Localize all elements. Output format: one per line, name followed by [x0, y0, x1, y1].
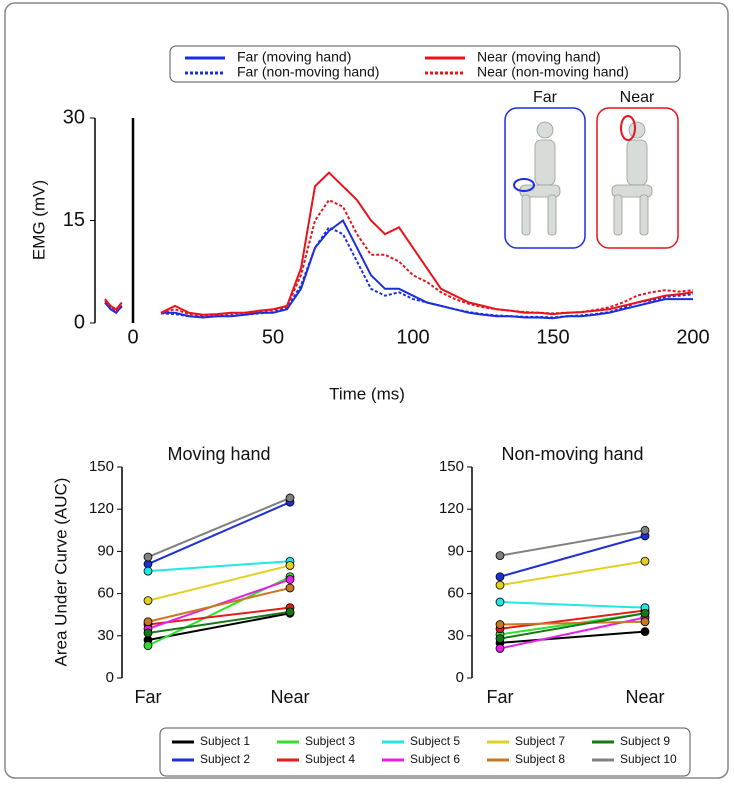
subject-line — [499, 620, 646, 626]
subject-point — [143, 596, 153, 606]
subject-point — [640, 617, 650, 627]
y-tick-label: 15 — [63, 209, 85, 231]
line-series — [104, 198, 694, 317]
subject-point — [143, 566, 153, 576]
line-series — [104, 226, 694, 319]
y-tick-label: 60 — [97, 585, 114, 602]
subject-point — [495, 580, 505, 590]
subject-point — [143, 628, 153, 638]
subject-point — [285, 493, 295, 503]
x-tick-label: Near — [625, 687, 664, 707]
y-tick-label: 90 — [97, 542, 114, 559]
far-marker — [513, 178, 535, 192]
y-tick-label: 120 — [89, 500, 114, 517]
subject-line — [147, 501, 291, 565]
legend-label: Near (non-moving hand) — [477, 64, 629, 80]
subject-point — [495, 634, 505, 644]
subject-point — [495, 644, 505, 653]
legend-label: Subject 3 — [305, 734, 355, 748]
subject-line — [147, 564, 291, 602]
y-tick-label: 0 — [74, 311, 85, 333]
subject-point — [285, 561, 295, 570]
subject-line — [147, 497, 291, 558]
line-series — [104, 171, 694, 316]
subject-point — [143, 641, 153, 651]
y-axis-label: Area Under Curve (AUC) — [51, 478, 70, 667]
subject-point — [495, 551, 505, 561]
x-tick-label: 0 — [127, 326, 138, 348]
subject-line — [147, 560, 291, 573]
x-tick-label: 200 — [676, 326, 709, 348]
y-tick-label: 30 — [63, 106, 85, 128]
inset-label: Far — [533, 89, 558, 106]
subject-line — [499, 609, 646, 630]
legend-label: Subject 4 — [305, 752, 355, 766]
subject-point — [143, 617, 153, 627]
chart-title: Moving hand — [167, 444, 270, 464]
legend-label: Subject 8 — [515, 752, 565, 766]
x-tick-label: Far — [135, 687, 162, 707]
x-tick-label: Near — [270, 687, 309, 707]
y-tick-label: 30 — [447, 627, 464, 644]
subject-point — [285, 583, 295, 593]
y-tick-label: 150 — [439, 458, 464, 475]
figure-illustrations — [519, 121, 653, 236]
subject-point — [143, 552, 153, 562]
near-marker — [620, 115, 636, 141]
subject-line — [147, 587, 291, 623]
y-tick-label: 90 — [447, 542, 464, 559]
legend-label: Subject 1 — [200, 734, 250, 748]
subject-line — [147, 612, 291, 642]
subject-point — [495, 597, 505, 607]
y-axis-label: EMG (mV) — [29, 180, 48, 260]
inset-near — [596, 107, 679, 249]
subject-line — [499, 534, 646, 578]
subject-point — [640, 525, 650, 535]
subject-point — [495, 572, 505, 582]
legend-label: Far (moving hand) — [237, 49, 351, 65]
subject-line — [499, 529, 646, 557]
x-axis-label: Time (ms) — [329, 384, 405, 403]
subject-line — [499, 630, 646, 644]
subject-line — [499, 601, 646, 609]
legend-label: Subject 9 — [620, 734, 670, 748]
x-tick-label: 100 — [396, 326, 429, 348]
subject-point — [285, 607, 295, 617]
legend-box — [169, 45, 681, 83]
y-tick-label: 0 — [456, 669, 464, 686]
legend-label: Subject 5 — [410, 734, 460, 748]
legend-label: Subject 7 — [515, 734, 565, 748]
legend-label: Subject 10 — [620, 752, 677, 766]
inset-far — [504, 107, 586, 249]
subject-line — [499, 560, 646, 587]
y-tick-label: 150 — [89, 458, 114, 475]
x-tick-label: 50 — [262, 326, 284, 348]
subject-line — [147, 610, 291, 634]
subject-point — [640, 627, 650, 636]
y-tick-label: 0 — [106, 669, 114, 686]
chart-title: Non-moving hand — [501, 444, 643, 464]
figure-border — [4, 2, 729, 779]
legend-label: Subject 6 — [410, 752, 460, 766]
subject-point — [285, 575, 295, 584]
subject-line — [499, 612, 646, 640]
inset-label: Near — [620, 89, 655, 106]
subject-point — [640, 556, 650, 566]
line-series — [104, 218, 693, 320]
subject-point — [495, 620, 505, 629]
subject-point — [640, 608, 650, 618]
y-tick-label: 60 — [447, 585, 464, 602]
subject-legend-box — [159, 727, 691, 777]
legend-label: Near (moving hand) — [477, 49, 601, 65]
y-tick-label: 120 — [439, 500, 464, 517]
legend-label: Far (non-moving hand) — [237, 64, 379, 80]
x-tick-label: Far — [487, 687, 514, 707]
subject-line — [147, 606, 291, 626]
legend-label: Subject 2 — [200, 752, 250, 766]
x-tick-label: 150 — [536, 326, 569, 348]
y-tick-label: 30 — [97, 627, 114, 644]
